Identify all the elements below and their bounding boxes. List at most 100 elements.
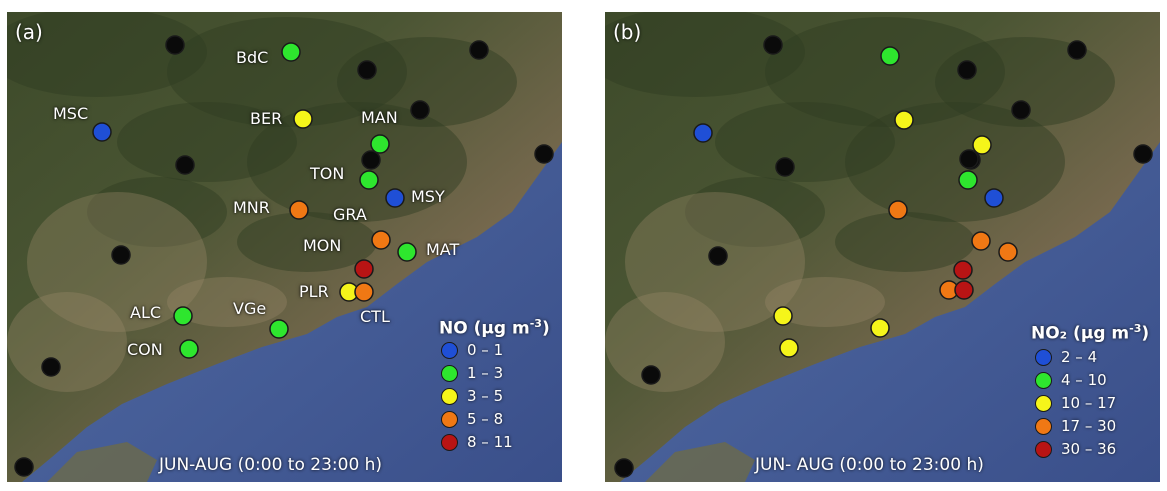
reference-dot bbox=[959, 149, 979, 169]
legend-range: 4 – 10 bbox=[1061, 371, 1107, 389]
panel-b-letter: (b) bbox=[613, 20, 642, 44]
reference-dot bbox=[708, 246, 728, 266]
reference-dot bbox=[41, 357, 61, 377]
legend-pollutant-b: NO₂ bbox=[1031, 323, 1068, 344]
plain-patch bbox=[605, 292, 725, 392]
station-marker bbox=[998, 242, 1018, 262]
reference-dot bbox=[111, 245, 131, 265]
legend-item: 3 – 5 bbox=[441, 385, 503, 407]
legend-range: 30 – 36 bbox=[1061, 440, 1117, 458]
station-marker bbox=[289, 200, 309, 220]
map-panel-b: (b) NO₂ (µg m-3) 2 – 4 4 – 10 10 – 17 17… bbox=[605, 12, 1160, 482]
legend-title-a: NO (µg m-3) bbox=[439, 317, 550, 339]
reference-dot bbox=[763, 35, 783, 55]
station-label-mon: MON bbox=[303, 236, 342, 255]
station-marker bbox=[370, 134, 390, 154]
legend-swatch bbox=[441, 387, 458, 405]
reference-dot bbox=[175, 155, 195, 175]
delta bbox=[645, 442, 755, 482]
station-marker bbox=[354, 282, 374, 302]
land bbox=[7, 12, 562, 482]
legend-range: 3 – 5 bbox=[467, 387, 504, 405]
forest-patch bbox=[7, 12, 207, 97]
forest-patch bbox=[715, 102, 895, 182]
legend-range: 1 – 3 bbox=[467, 364, 504, 382]
legend-unit-close-a: ) bbox=[541, 318, 550, 339]
station-label-bdc: BdC bbox=[236, 48, 269, 67]
reference-dot bbox=[775, 157, 795, 177]
station-label-plr: PLR bbox=[299, 282, 329, 301]
station-marker bbox=[984, 188, 1004, 208]
reference-dot bbox=[614, 458, 634, 478]
forest-patch bbox=[167, 17, 407, 127]
station-marker bbox=[354, 259, 374, 279]
station-marker bbox=[281, 42, 301, 62]
legend-swatch bbox=[1035, 417, 1052, 435]
legend-swatch bbox=[441, 433, 458, 451]
legend-unit-a: (µg m bbox=[473, 318, 530, 339]
station-marker bbox=[888, 200, 908, 220]
legend-title-b: NO₂ (µg m-3) bbox=[1031, 322, 1149, 344]
forest-patch bbox=[605, 12, 805, 97]
legend-range: 17 – 30 bbox=[1061, 417, 1117, 435]
forest-patch bbox=[117, 102, 297, 182]
period-label-a: JUN-AUG (0:00 to 23:00 h) bbox=[159, 455, 383, 475]
forest-patch bbox=[935, 37, 1115, 127]
legend-item: 0 – 1 bbox=[441, 339, 503, 361]
forest-patch bbox=[845, 102, 1065, 222]
forest-patch bbox=[247, 102, 467, 222]
station-marker bbox=[385, 188, 405, 208]
reference-dot bbox=[1011, 100, 1031, 120]
legend-item: 30 – 36 bbox=[1035, 438, 1116, 460]
reference-dot bbox=[410, 100, 430, 120]
reference-dot bbox=[534, 144, 554, 164]
legend-item: 1 – 3 bbox=[441, 362, 503, 384]
plain-patch bbox=[765, 277, 885, 327]
legend-range: 5 – 8 bbox=[467, 410, 504, 428]
plain-patch bbox=[7, 292, 127, 392]
reference-dot bbox=[357, 60, 377, 80]
station-marker bbox=[779, 338, 799, 358]
legend-item: 10 – 17 bbox=[1035, 392, 1116, 414]
reference-dot bbox=[1067, 40, 1087, 60]
station-label-con: CON bbox=[127, 340, 163, 359]
reference-dot bbox=[14, 457, 34, 477]
map-b-canvas bbox=[605, 12, 1160, 482]
station-marker bbox=[269, 319, 289, 339]
legend-swatch bbox=[441, 364, 458, 382]
forest-patch bbox=[835, 212, 975, 272]
station-label-mnr: MNR bbox=[233, 198, 270, 217]
station-label-mat: MAT bbox=[426, 240, 460, 259]
legend-pollutant-a: NO bbox=[439, 318, 468, 339]
delta bbox=[47, 442, 157, 482]
station-label-man: MAN bbox=[361, 108, 398, 127]
forest-patch bbox=[237, 212, 377, 272]
forest-patch bbox=[337, 37, 517, 127]
land bbox=[605, 12, 1160, 482]
forest-patch bbox=[765, 17, 1005, 127]
station-marker bbox=[397, 242, 417, 262]
legend-swatch bbox=[1035, 394, 1052, 412]
reference-dot bbox=[165, 35, 185, 55]
reference-dot bbox=[957, 60, 977, 80]
map-a-canvas bbox=[7, 12, 562, 482]
legend-swatch bbox=[441, 410, 458, 428]
station-marker bbox=[92, 122, 112, 142]
station-marker bbox=[958, 170, 978, 190]
legend-range: 2 – 4 bbox=[1061, 348, 1098, 366]
reference-dot bbox=[641, 365, 661, 385]
station-marker bbox=[293, 109, 313, 129]
legend-item: 4 – 10 bbox=[1035, 369, 1107, 391]
period-label-b: JUN- AUG (0:00 to 23:00 h) bbox=[755, 455, 984, 475]
map-panel-a: (a) BdC MSC BER MAN TON MSY MNR GRA MON … bbox=[7, 12, 562, 482]
panel-a-letter: (a) bbox=[15, 20, 43, 44]
station-marker bbox=[371, 230, 391, 250]
station-marker bbox=[773, 306, 793, 326]
legend-range: 8 – 11 bbox=[467, 433, 513, 451]
legend-item: 5 – 8 bbox=[441, 408, 503, 430]
station-label-ctl: CTL bbox=[360, 307, 390, 326]
station-label-ton: TON bbox=[310, 164, 345, 183]
station-marker bbox=[173, 306, 193, 326]
legend-swatch bbox=[441, 341, 458, 359]
legend-item: 8 – 11 bbox=[441, 431, 513, 453]
